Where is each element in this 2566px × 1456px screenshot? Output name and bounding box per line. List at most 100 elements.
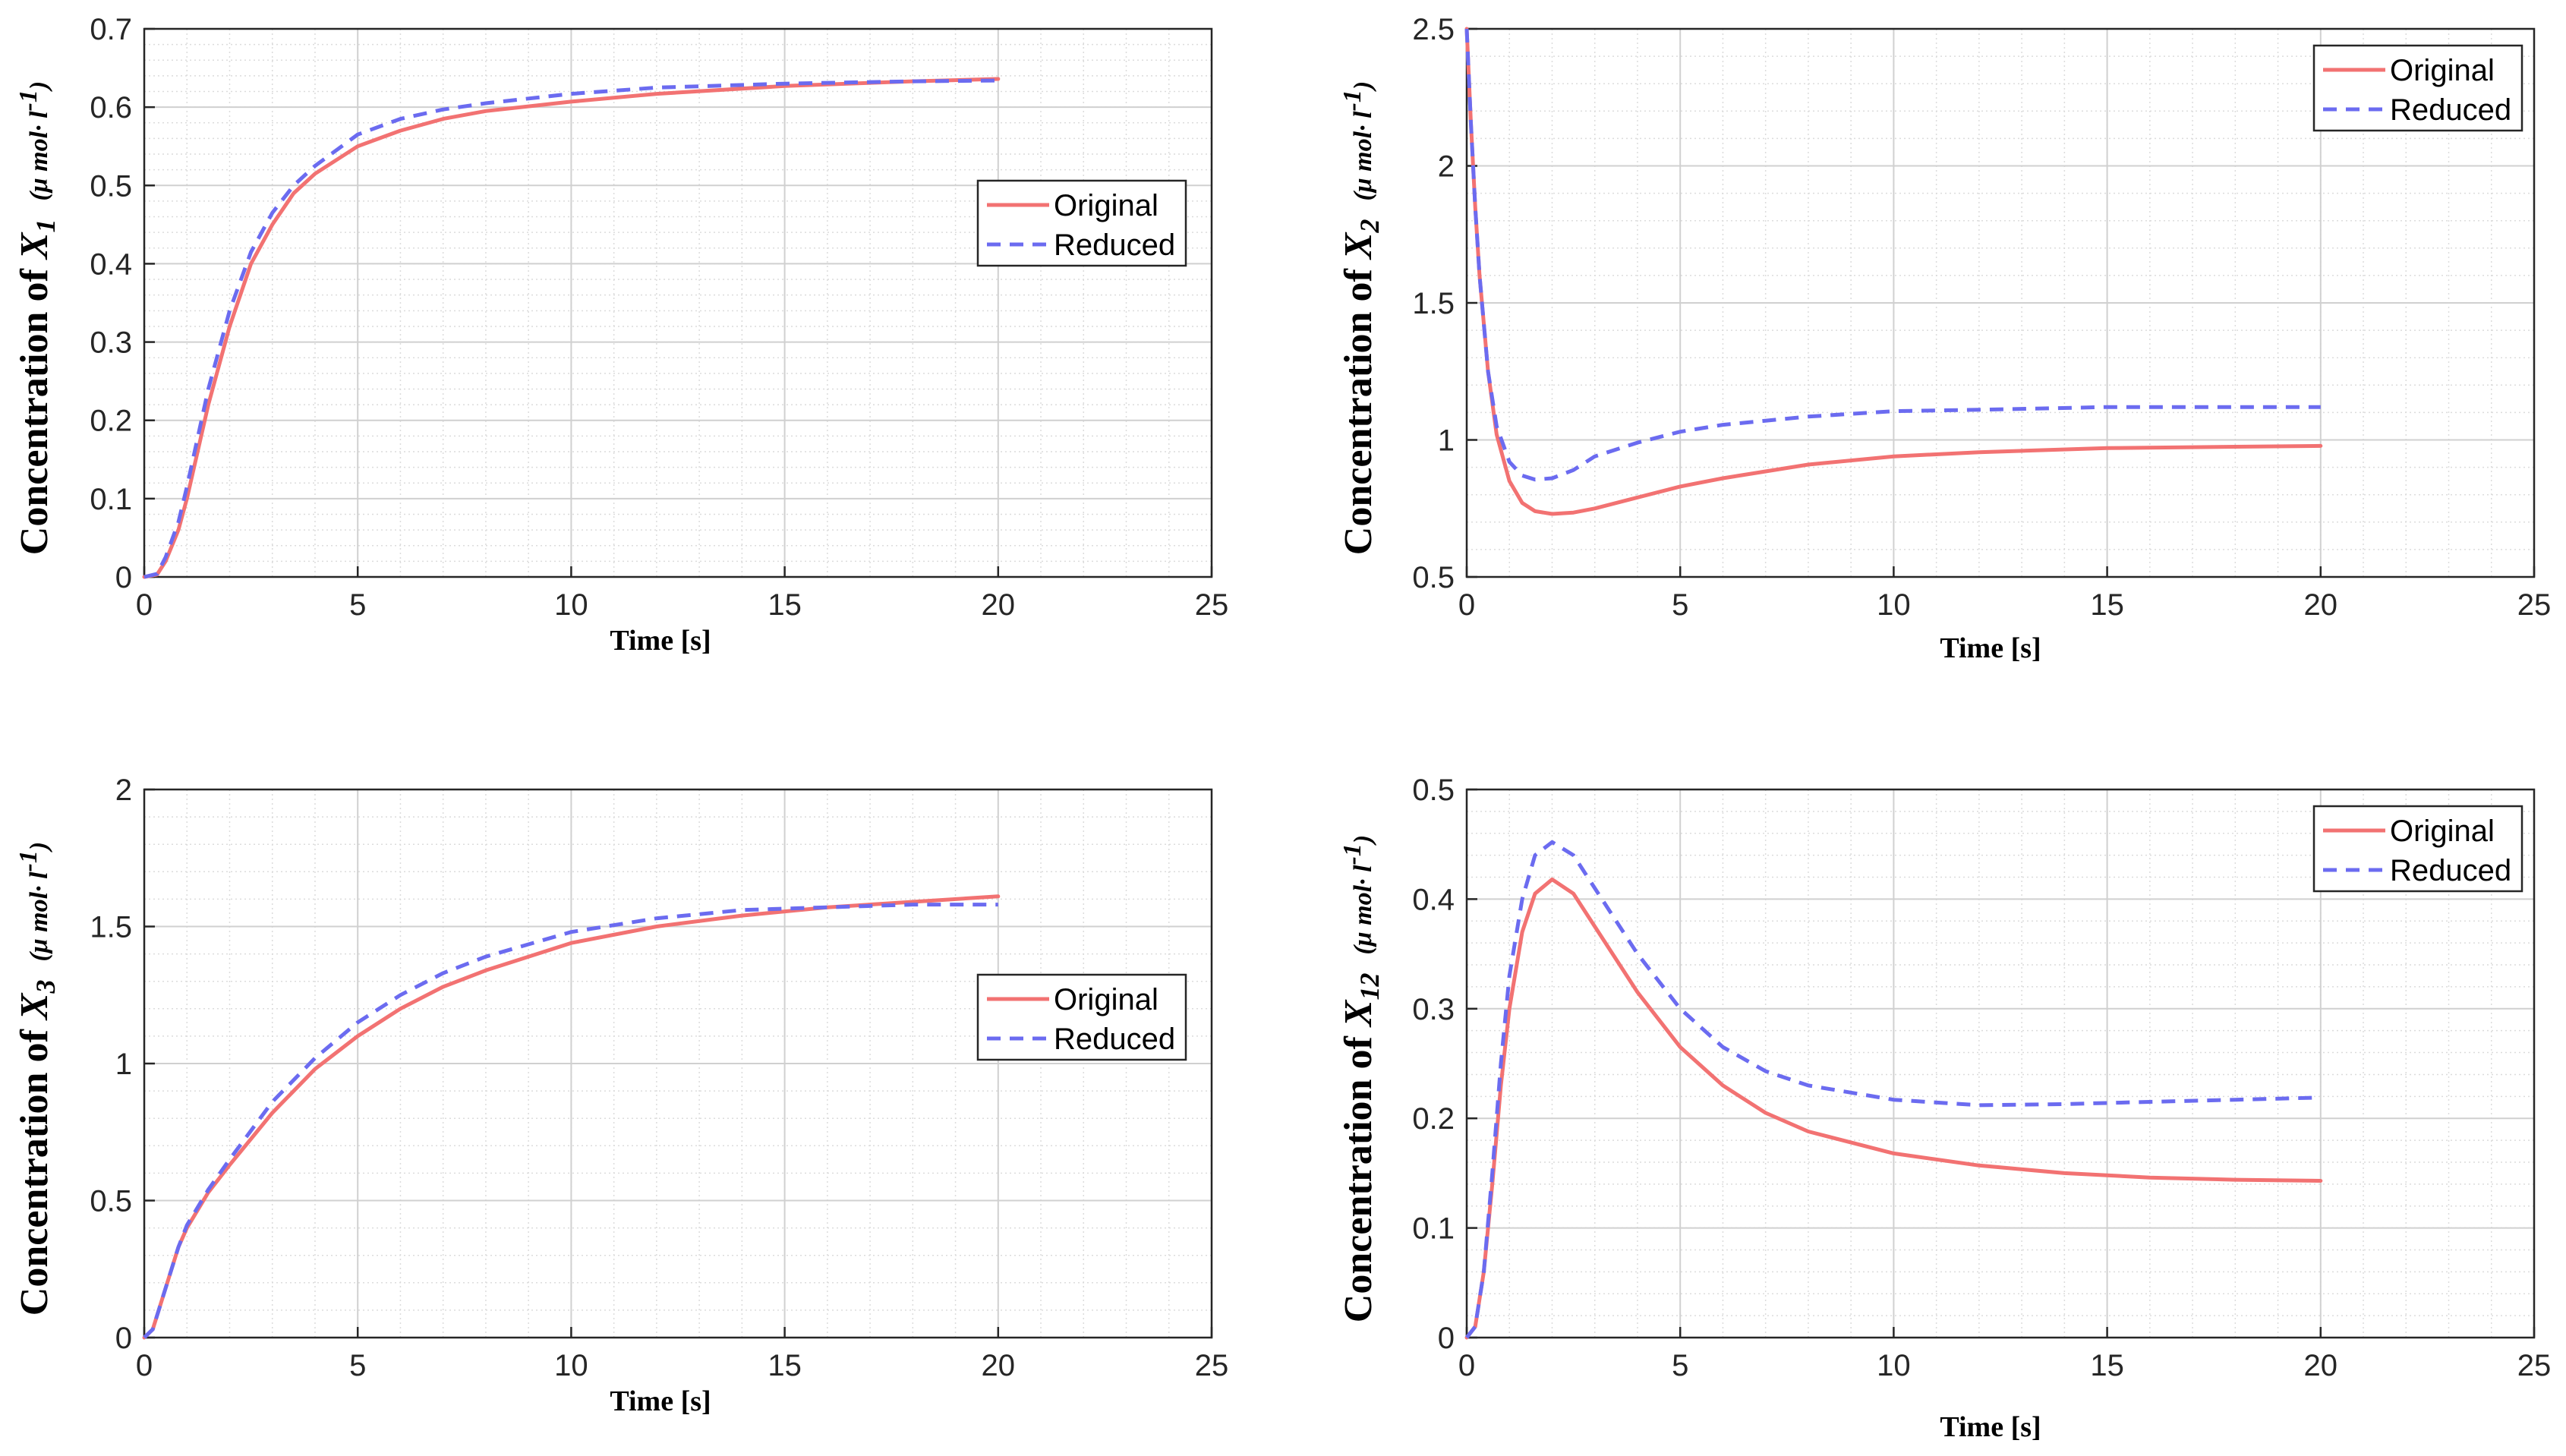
subplot-1: 0 5 10 15 20 25 0 0.1 0.2 0.3 0.4 0.5 0.6 0.7 Time [s]…: [13, 13, 1228, 657]
y-tick-label: 0.1: [1412, 1212, 1455, 1246]
x-tick-label: 20: [982, 1349, 1016, 1382]
legend-label-original: Original: [2390, 54, 2495, 87]
y-tick-label: 0.2: [1412, 1102, 1455, 1136]
y-label-sub: 3: [30, 980, 61, 994]
x-tick-label: 10: [1877, 1349, 1911, 1382]
plot-area: [144, 29, 1212, 577]
y-tick-label: 0.5: [1412, 774, 1455, 807]
y-tick-label: 0.6: [90, 91, 132, 124]
y-tick-label: 2: [1438, 150, 1455, 184]
subplot-4: 0 5 10 15 20 25 0 0.1 0.2 0.3 0.4 0.5 Time [s] Concen…: [1337, 774, 2551, 1443]
x-tick-label: 10: [554, 588, 588, 622]
y-label-var: X: [13, 232, 56, 260]
legend-label-reduced: Reduced: [1054, 1023, 1175, 1056]
y-label-unit: (μ mol· l: [1349, 865, 1377, 955]
x-tick-label: 25: [2517, 1349, 2552, 1382]
legend-label-reduced: Reduced: [2390, 93, 2511, 127]
y-label-var: X: [13, 992, 56, 1021]
y-label-unit-close: ): [25, 81, 53, 92]
y-tick-label: 2: [115, 774, 132, 807]
y-tick-label: 0.2: [90, 405, 132, 438]
x-tick-label: 5: [1672, 588, 1688, 622]
y-axis-label: Concentration of X3 (μ mol· l-1): [13, 842, 61, 1316]
x-tick-label: 5: [1672, 1349, 1688, 1382]
series-line-reduced: [1464, 28, 2321, 482]
y-label-var: X: [1337, 999, 1380, 1028]
y-label-unit: (μ mol· l: [25, 111, 53, 201]
y-tick-label: 1.5: [90, 911, 132, 944]
y-axis-label: Concentration of X2 (μ mol· l-1): [1337, 81, 1385, 555]
y-tick-label: 1: [1438, 424, 1455, 458]
y-label-text: Concentration of: [1337, 1026, 1380, 1322]
y-tick-label: 0.5: [90, 1185, 132, 1218]
axes-box: [1465, 788, 2536, 1339]
y-tick-label: 0.5: [1412, 561, 1455, 594]
x-tick-label: 25: [1195, 588, 1229, 622]
y-label-unit-sup: -1: [1338, 90, 1367, 111]
y-label-unit-sup: -1: [14, 850, 43, 871]
axes-box: [143, 27, 1213, 578]
series-line-original: [142, 77, 1001, 579]
y-label-unit: (μ mol· l: [25, 871, 53, 962]
x-tick-label: 0: [1458, 1349, 1475, 1382]
x-tick-label: 15: [768, 1349, 802, 1382]
legend: Original Reduced: [2312, 44, 2523, 132]
x-tick-label: 25: [1195, 1349, 1229, 1382]
x-axis-label: Time [s]: [610, 625, 711, 657]
legend-label-original: Original: [1054, 189, 1158, 222]
series-line-reduced: [1465, 840, 2321, 1339]
y-label-unit-sup: -1: [14, 90, 43, 111]
y-label-sub: 2: [1354, 219, 1385, 234]
y-label-var: X: [1337, 232, 1380, 260]
y-axis-label: Concentration of X1 (μ mol· l-1): [13, 81, 61, 555]
y-tick-label: 0.4: [1412, 883, 1455, 916]
legend-label-reduced: Reduced: [2390, 854, 2511, 887]
legend: Original Reduced: [976, 179, 1187, 267]
x-tick-label: 5: [349, 1349, 366, 1382]
y-tick-label: 0.1: [90, 483, 132, 516]
x-tick-label: 15: [768, 588, 802, 622]
x-axis-label: Time [s]: [610, 1385, 711, 1417]
y-label-text: Concentration of: [13, 259, 56, 555]
subplot-3: 0 5 10 15 20 25 0 0.5 1 1.5 2 Time [s] Concentration…: [13, 774, 1228, 1417]
y-tick-label: 0.3: [90, 326, 132, 360]
x-tick-label: 0: [136, 588, 153, 622]
legend-box: [2312, 805, 2523, 893]
legend-box: [976, 179, 1187, 267]
x-tick-label: 20: [2304, 1349, 2338, 1382]
y-label-unit: (μ mol· l: [1349, 111, 1377, 201]
x-tick-label: 10: [554, 1349, 588, 1382]
y-tick-label: 0.3: [1412, 993, 1455, 1026]
y-label-sub: 12: [1354, 973, 1385, 1001]
y-tick-label: 2.5: [1412, 13, 1455, 46]
y-tick-label: 0.5: [90, 169, 132, 203]
x-tick-label: 15: [2090, 588, 2124, 622]
y-tick-label: 0: [1438, 1322, 1455, 1355]
y-label-unit-close: ): [1349, 81, 1377, 92]
legend-label-original: Original: [1054, 983, 1158, 1016]
y-label-text: Concentration of: [1337, 259, 1380, 555]
series-line-reduced: [143, 78, 998, 579]
x-tick-label: 20: [982, 588, 1016, 622]
y-label-sub: 1: [30, 219, 61, 233]
y-tick-label: 0.4: [90, 247, 132, 281]
legend: Original Reduced: [2312, 805, 2523, 893]
y-label-unit-close: ): [1349, 835, 1377, 846]
y-tick-label: 1: [115, 1048, 132, 1081]
x-tick-label: 5: [349, 588, 366, 622]
x-axis-label: Time [s]: [1940, 1411, 2041, 1443]
y-tick-label: 0: [115, 561, 132, 594]
x-tick-label: 25: [2517, 588, 2552, 622]
x-tick-label: 10: [1877, 588, 1911, 622]
x-tick-label: 0: [136, 1349, 153, 1382]
legend-box: [976, 973, 1187, 1061]
x-tick-label: 0: [1458, 588, 1475, 622]
legend-box: [2312, 44, 2523, 132]
series-line-reduced: [143, 903, 998, 1339]
legend-label-reduced: Reduced: [1054, 228, 1175, 262]
x-tick-label: 20: [2304, 588, 2338, 622]
legend: Original Reduced: [976, 973, 1187, 1061]
legend-label-original: Original: [2390, 815, 2495, 848]
x-tick-label: 15: [2090, 1349, 2124, 1382]
